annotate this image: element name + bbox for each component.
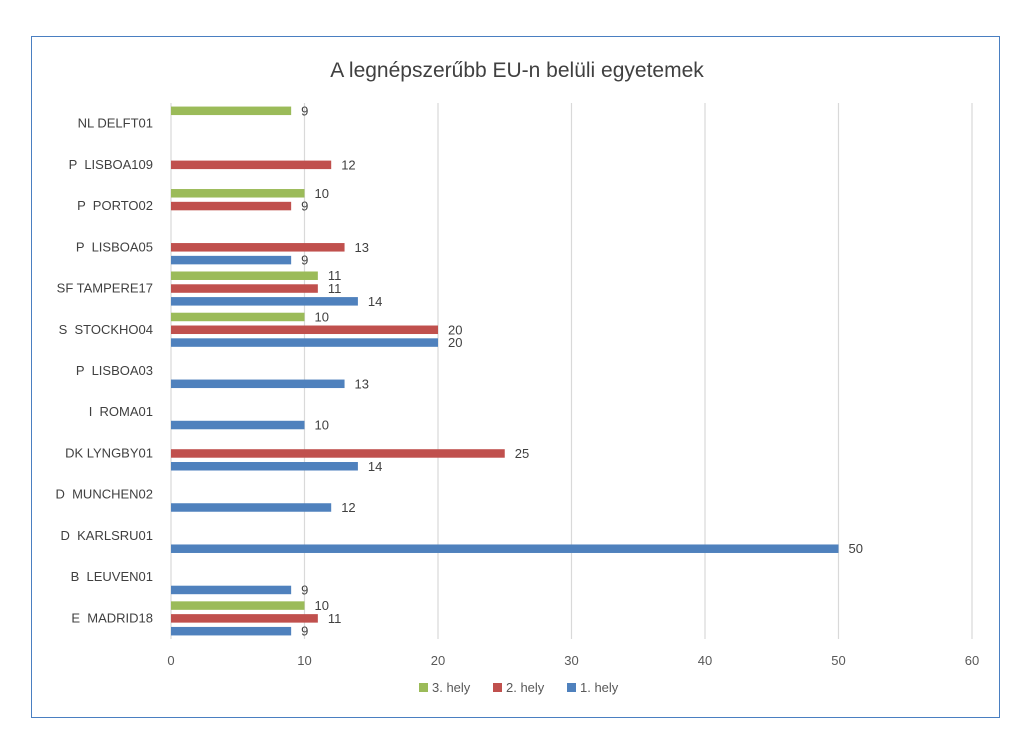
bar (171, 297, 358, 306)
data-label: 12 (341, 157, 355, 172)
category-label: E MADRID18 (71, 610, 153, 625)
category-axis: NL DELFT01 P LISBOA109 P PORTO02 P LISBOA05… (55, 116, 153, 626)
data-label: 11 (328, 611, 342, 626)
bar (171, 420, 305, 430)
data-label: 11 (328, 268, 342, 283)
x-tick-label: 40 (698, 653, 712, 668)
data-label: 9 (301, 624, 308, 639)
category-label: B LEUVEN01 (71, 569, 153, 584)
bar (171, 189, 305, 198)
data-label: 50 (849, 541, 863, 556)
data-label: 13 (355, 240, 369, 255)
bar (171, 379, 345, 389)
category-label: P LISBOA05 (76, 239, 153, 254)
category-label: DK LYNGBY01 (65, 445, 153, 460)
bar (171, 614, 318, 623)
legend-swatch (567, 683, 576, 692)
category-label: I ROMA01 (89, 404, 153, 419)
value-axis: 0 10 20 30 40 50 60 (167, 653, 979, 668)
data-label: 20 (448, 322, 462, 337)
bar (171, 201, 292, 211)
category-label: P LISBOA03 (76, 363, 153, 378)
x-tick-label: 0 (167, 653, 174, 668)
data-label: 9 (301, 253, 308, 268)
bar (171, 255, 292, 265)
data-label: 25 (515, 446, 529, 461)
data-label: 10 (315, 598, 329, 613)
bar (171, 284, 318, 293)
category-label: P PORTO02 (77, 198, 153, 213)
legend-swatch (493, 683, 502, 692)
bar (171, 449, 505, 458)
data-label: 9 (301, 103, 308, 118)
data-label: 10 (315, 418, 329, 433)
data-label: 14 (368, 459, 382, 474)
x-tick-label: 20 (431, 653, 445, 668)
bar (171, 462, 358, 471)
bar (171, 243, 345, 252)
bar (171, 601, 305, 610)
bar (171, 338, 438, 347)
bar (171, 160, 332, 170)
bar (171, 312, 305, 322)
bar (171, 626, 292, 636)
data-label: 20 (448, 335, 462, 350)
bars (171, 106, 839, 636)
bar-chart: A legnépszerűbb EU-n belüli egyetemek 91… (55, 59, 979, 695)
category-label: D MUNCHEN02 (55, 487, 153, 502)
legend: 3. hely 2. hely 1. hely (419, 680, 619, 695)
category-label: SF TAMPERE17 (57, 281, 153, 296)
chart-title: A legnépszerűbb EU-n belüli egyetemek (330, 59, 704, 82)
bar (171, 106, 292, 116)
x-tick-label: 50 (831, 653, 845, 668)
data-label: 11 (328, 281, 342, 296)
legend-swatch (419, 683, 428, 692)
category-label: P LISBOA109 (69, 157, 153, 172)
category-label: D KARLSRU01 (61, 528, 153, 543)
data-label: 9 (301, 582, 308, 597)
category-label: S STOCKHO04 (59, 322, 153, 337)
category-label: NL DELFT01 (78, 116, 153, 131)
x-tick-label: 10 (297, 653, 311, 668)
data-label: 14 (368, 294, 382, 309)
legend-label: 2. hely (506, 680, 545, 695)
data-label: 12 (341, 500, 355, 515)
x-tick-label: 30 (564, 653, 578, 668)
legend-label: 3. hely (432, 680, 471, 695)
bar (171, 271, 318, 280)
data-label: 13 (355, 376, 369, 391)
data-label: 10 (315, 186, 329, 201)
x-tick-label: 60 (965, 653, 979, 668)
bar (171, 585, 292, 595)
bar (171, 503, 332, 512)
bar (171, 325, 438, 335)
bar (171, 544, 839, 553)
data-label: 10 (315, 309, 329, 324)
data-label: 9 (301, 199, 308, 214)
gridlines (170, 103, 973, 639)
legend-label: 1. hely (580, 680, 619, 695)
